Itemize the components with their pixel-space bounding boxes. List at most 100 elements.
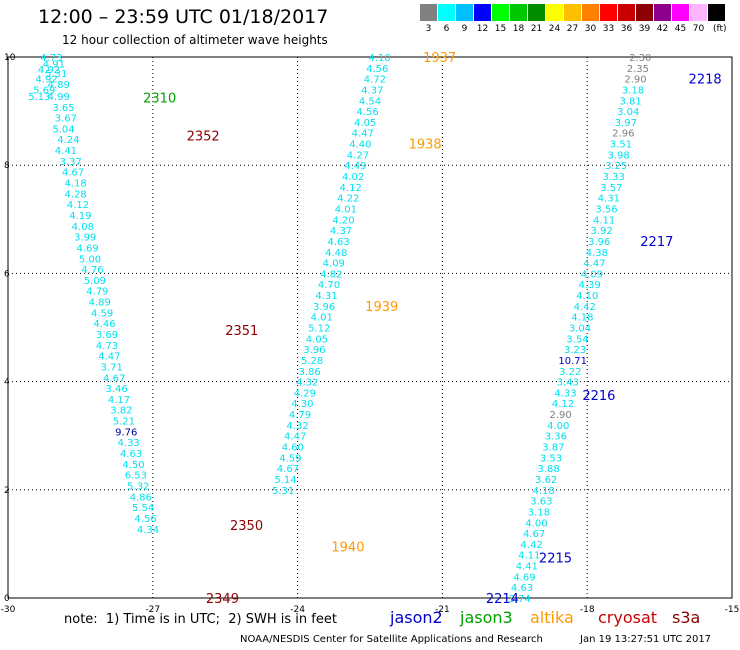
color-swatch-label: 6 [443, 24, 450, 34]
wave-height-value: 5.32 [127, 481, 149, 492]
latitude-tick-label: 10 [4, 53, 16, 63]
color-swatch [690, 4, 707, 21]
wave-height-value: 4.60 [282, 443, 304, 454]
page-subtitle: 12 hour collection of altimeter wave hei… [62, 33, 328, 47]
wave-height-value: 4.67 [62, 168, 84, 179]
pass-time-label: 1940 [331, 541, 364, 556]
wave-height-value: 3.74 [508, 594, 530, 605]
color-swatch [672, 4, 689, 21]
wave-height-value: 9.76 [115, 427, 137, 438]
wave-height-value: 4.56 [366, 64, 388, 75]
wave-height-value: 3.33 [603, 172, 625, 183]
wave-height-value: 4.09 [323, 259, 345, 270]
color-swatch-label: 12 [476, 24, 489, 34]
legend-s3a: s3a [672, 608, 701, 627]
page-title: 12:00 – 23:59 UTC 01/18/2017 [38, 6, 329, 28]
wave-height-value: 5.21 [113, 417, 135, 428]
wave-height-value: 4.59 [91, 308, 113, 319]
wave-height-value: 3.22 [559, 367, 581, 378]
wave-height-value: 4.63 [120, 449, 142, 460]
wave-height-value: 3.04 [617, 107, 639, 118]
wave-height-value: 4.19 [69, 211, 91, 222]
color-swatch-label: 24 [548, 24, 561, 34]
wave-height-value: 4.67 [103, 373, 125, 384]
wave-height-value: 4.41 [516, 562, 538, 573]
wave-height-value: 4.18 [533, 486, 555, 497]
pass-time-label: 2349 [206, 592, 239, 607]
color-swatch-label: 3 [425, 24, 432, 34]
wave-height-value: 4.79 [86, 287, 108, 298]
pass-time-label: 2216 [582, 389, 615, 404]
wave-height-value: 4.24 [57, 135, 79, 146]
wave-height-value: 4.92 [38, 65, 60, 76]
color-swatch-label: 42 [656, 24, 669, 34]
latitude-tick-label: 6 [4, 269, 10, 279]
wave-height-value: 5.54 [132, 503, 154, 514]
color-swatch [546, 4, 563, 21]
pass-time-label: 1937 [423, 51, 456, 66]
wave-height-value: 3.71 [101, 362, 123, 373]
wave-height-value: 4.73 [96, 341, 118, 352]
wave-height-value: 6.53 [125, 471, 147, 482]
legend-jason2: jason2 [390, 608, 443, 627]
wave-height-value: 4.10 [369, 53, 391, 64]
longitude-tick-label: -15 [725, 605, 740, 615]
wave-height-value: 4.17 [108, 395, 130, 406]
wave-height-value: 2.30 [629, 53, 651, 64]
color-swatch [618, 4, 635, 21]
map-frame [7, 56, 733, 599]
wave-height-value: 5.09 [84, 276, 106, 287]
wave-height-value: 4.12 [552, 399, 574, 410]
wave-height-value: 3.51 [610, 140, 632, 151]
color-swatch-label: 27 [566, 24, 579, 34]
wave-height-value: 3.67 [55, 114, 77, 125]
wave-height-value: 4.11 [518, 551, 540, 562]
wave-height-value: 3.18 [622, 85, 644, 96]
color-swatch-label: 18 [512, 24, 525, 34]
wave-height-value: 3.46 [105, 384, 127, 395]
wave-height-value: 4.12 [67, 200, 89, 211]
color-swatch [420, 4, 437, 21]
wave-height-value: 4.67 [523, 529, 545, 540]
longitude-tick-label: -21 [435, 605, 450, 615]
color-swatch [582, 4, 599, 21]
wave-height-value: 4.47 [583, 259, 605, 270]
pass-time-label: 2350 [230, 519, 263, 534]
wave-height-value: 3.88 [537, 464, 559, 475]
wave-height-value: 4.11 [593, 215, 615, 226]
wave-height-value: 4.00 [547, 421, 569, 432]
wave-height-value: 2.90 [624, 75, 646, 86]
pass-time-label: 2218 [689, 73, 722, 88]
wave-height-value: 4.86 [130, 492, 152, 503]
longitude-tick-label: -24 [290, 605, 305, 615]
wave-height-value: 4.67 [277, 464, 299, 475]
color-swatch [708, 4, 725, 21]
wave-height-value: 4.82 [320, 269, 342, 280]
wave-height-value: 4.33 [554, 388, 576, 399]
wave-height-value: 3.87 [542, 443, 564, 454]
wave-height-value: 3.53 [540, 453, 562, 464]
longitude-tick-label: -27 [145, 605, 160, 615]
wave-height-value: 2.96 [612, 129, 634, 140]
wave-height-value: 4.22 [337, 194, 359, 205]
wave-height-value: 4.09 [581, 269, 603, 280]
legend-altika: altika [530, 608, 574, 627]
wave-height-value: 4.63 [511, 583, 533, 594]
wave-height-value: 4.32 [296, 378, 318, 389]
wave-height-value: 4.31 [315, 291, 337, 302]
units-note: note: 1) Time is in UTC; 2) SWH is in fe… [64, 612, 337, 627]
color-swatch-label: 21 [530, 24, 543, 34]
wave-height-value: 3.82 [110, 406, 132, 417]
wave-height-value: 5.04 [52, 124, 74, 135]
legend-cryosat: cryosat [598, 608, 658, 627]
wave-height-value: 4.05 [306, 334, 328, 345]
wave-height-value: 3.65 [52, 103, 74, 114]
wave-height-value: 5.00 [79, 254, 101, 265]
pass-time-label: 2310 [143, 92, 176, 107]
wave-height-value: 4.41 [55, 146, 77, 157]
wave-height-value: 4.29 [294, 388, 316, 399]
wave-height-value: 3.99 [74, 233, 96, 244]
color-swatch-label: 70 [692, 24, 705, 34]
wave-height-value: 4.99 [48, 92, 70, 103]
